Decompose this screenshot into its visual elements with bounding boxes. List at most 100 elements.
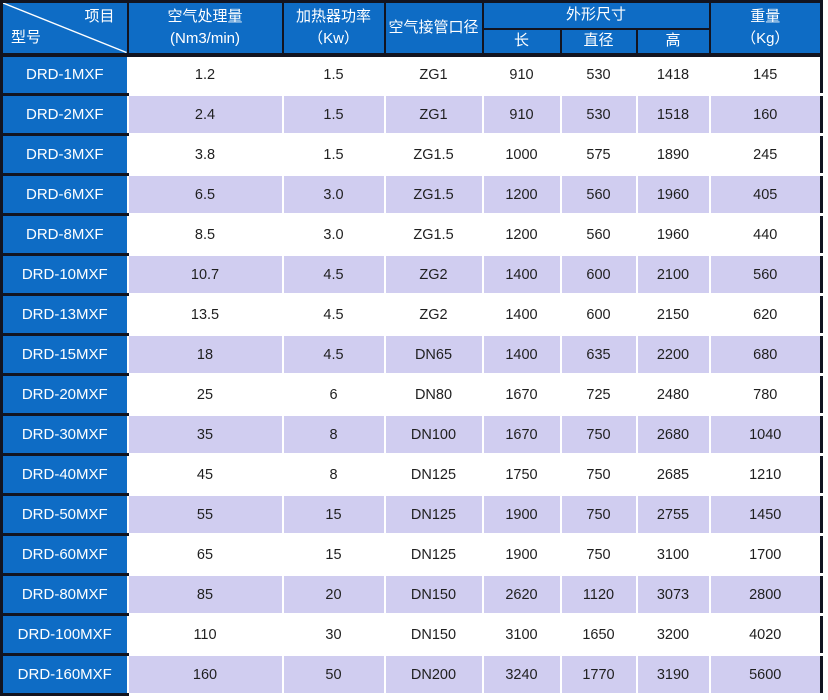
value-cell: DN125 (383, 453, 484, 496)
header-dimension-height: 高 (635, 27, 711, 57)
value-cell: 1040 (708, 413, 823, 456)
header-heater-power: 加热器功率 （Kw） (281, 0, 386, 57)
model-cell: DRD-15MXF (0, 333, 129, 376)
value-cell: 1000 (481, 133, 562, 176)
value-cell: 1450 (708, 493, 823, 536)
value-cell: ZG1 (383, 93, 484, 136)
value-cell: 440 (708, 213, 823, 256)
model-cell: DRD-60MXF (0, 533, 129, 576)
value-cell: 4.5 (281, 293, 386, 336)
value-cell: 30 (281, 613, 386, 656)
value-cell: ZG1.5 (383, 133, 484, 176)
value-cell: 1.2 (126, 53, 284, 96)
value-cell: DN150 (383, 573, 484, 616)
value-cell: 2200 (635, 333, 711, 376)
diagonal-divider-line (3, 3, 127, 53)
value-cell: 2480 (635, 373, 711, 416)
table-row: DRD-20MXF 25 6 DN80 1670 725 2480 780 (0, 373, 823, 416)
value-cell: 750 (559, 493, 638, 536)
model-cell: DRD-50MXF (0, 493, 129, 536)
model-cell: DRD-3MXF (0, 133, 129, 176)
value-cell: 160 (126, 653, 284, 696)
model-cell: DRD-8MXF (0, 213, 129, 256)
header-air-capacity: 空气处理量 (Nm3/min) (126, 0, 284, 57)
model-cell: DRD-40MXF (0, 453, 129, 496)
value-cell: 600 (559, 293, 638, 336)
model-cell: DRD-80MXF (0, 573, 129, 616)
value-cell: 3240 (481, 653, 562, 696)
model-cell: DRD-6MXF (0, 173, 129, 216)
value-cell: 560 (708, 253, 823, 296)
value-cell: 160 (708, 93, 823, 136)
table-row: DRD-10MXF 10.7 4.5 ZG2 1400 600 2100 560 (0, 253, 823, 296)
value-cell: 1650 (559, 613, 638, 656)
value-cell: 1.5 (281, 93, 386, 136)
corner-label-item: 项目 (84, 8, 115, 25)
value-cell: 2800 (708, 573, 823, 616)
value-cell: ZG1 (383, 53, 484, 96)
value-cell: DN125 (383, 533, 484, 576)
table-row: DRD-60MXF 65 15 DN125 1900 750 3100 1700 (0, 533, 823, 576)
header-air-capacity-unit: (Nm3/min) (170, 29, 240, 47)
value-cell: 8 (281, 413, 386, 456)
value-cell: 1210 (708, 453, 823, 496)
value-cell: 2685 (635, 453, 711, 496)
value-cell: 1400 (481, 333, 562, 376)
header-weight-title: 重量 (750, 8, 781, 25)
value-cell: 560 (559, 173, 638, 216)
value-cell: 3.8 (126, 133, 284, 176)
value-cell: ZG1.5 (383, 213, 484, 256)
model-cell: DRD-20MXF (0, 373, 129, 416)
header-dimension-length: 长 (481, 27, 562, 57)
value-cell: 85 (126, 573, 284, 616)
value-cell: 110 (126, 613, 284, 656)
value-cell: 3.0 (281, 173, 386, 216)
value-cell: 2680 (635, 413, 711, 456)
model-cell: DRD-10MXF (0, 253, 129, 296)
table-row: DRD-2MXF 2.4 1.5 ZG1 910 530 1518 160 (0, 93, 823, 136)
value-cell: 1960 (635, 173, 711, 216)
model-cell: DRD-13MXF (0, 293, 129, 336)
value-cell: 2150 (635, 293, 711, 336)
value-cell: 20 (281, 573, 386, 616)
value-cell: 1890 (635, 133, 711, 176)
table-row: DRD-3MXF 3.8 1.5 ZG1.5 1000 575 1890 245 (0, 133, 823, 176)
value-cell: 10.7 (126, 253, 284, 296)
table-row: DRD-80MXF 85 20 DN150 2620 1120 3073 2800 (0, 573, 823, 616)
value-cell: 6.5 (126, 173, 284, 216)
value-cell: 2.4 (126, 93, 284, 136)
table-body: DRD-1MXF 1.2 1.5 ZG1 910 530 1418 145 DRD-2MXF 2.… (0, 53, 823, 696)
value-cell: 1900 (481, 533, 562, 576)
value-cell: 620 (708, 293, 823, 336)
value-cell: 2755 (635, 493, 711, 536)
value-cell: 560 (559, 213, 638, 256)
value-cell: DN200 (383, 653, 484, 696)
header-heater-power-title: 加热器功率 (295, 8, 371, 25)
value-cell: 3.0 (281, 213, 386, 256)
table-row: DRD-30MXF 35 8 DN100 1670 750 2680 1040 (0, 413, 823, 456)
value-cell: 750 (559, 453, 638, 496)
table-row: DRD-160MXF 160 50 DN200 3240 1770 3190 5600 (0, 653, 823, 696)
value-cell: 405 (708, 173, 823, 216)
value-cell: 635 (559, 333, 638, 376)
value-cell: 4.5 (281, 253, 386, 296)
value-cell: 1700 (708, 533, 823, 576)
value-cell: 8.5 (126, 213, 284, 256)
value-cell: 3100 (635, 533, 711, 576)
value-cell: 1.5 (281, 133, 386, 176)
corner-label-model: 型号 (11, 28, 42, 46)
value-cell: DN100 (383, 413, 484, 456)
value-cell: 25 (126, 373, 284, 416)
value-cell: 15 (281, 533, 386, 576)
corner-header-cell: 项目 型号 (0, 0, 129, 57)
value-cell: 1418 (635, 53, 711, 96)
value-cell: 1400 (481, 293, 562, 336)
value-cell: 1670 (481, 373, 562, 416)
value-cell: DN125 (383, 493, 484, 536)
value-cell: 1670 (481, 413, 562, 456)
table-row: DRD-15MXF 18 4.5 DN65 1400 635 2200 680 (0, 333, 823, 376)
value-cell: 1770 (559, 653, 638, 696)
value-cell: 1750 (481, 453, 562, 496)
value-cell: DN65 (383, 333, 484, 376)
